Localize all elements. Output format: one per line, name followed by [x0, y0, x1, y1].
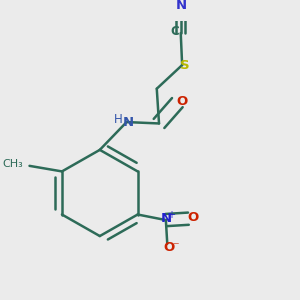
Text: O: O — [163, 241, 175, 254]
Text: O: O — [176, 95, 187, 108]
Text: H: H — [114, 113, 122, 126]
Text: CH₃: CH₃ — [3, 160, 23, 170]
Text: S: S — [180, 58, 189, 72]
Text: ⁻: ⁻ — [172, 241, 178, 254]
Text: N: N — [160, 212, 171, 226]
Text: O: O — [187, 211, 198, 224]
Text: N: N — [122, 116, 134, 129]
Text: C: C — [170, 26, 179, 38]
Text: N: N — [176, 0, 187, 12]
Text: +: + — [167, 210, 175, 220]
